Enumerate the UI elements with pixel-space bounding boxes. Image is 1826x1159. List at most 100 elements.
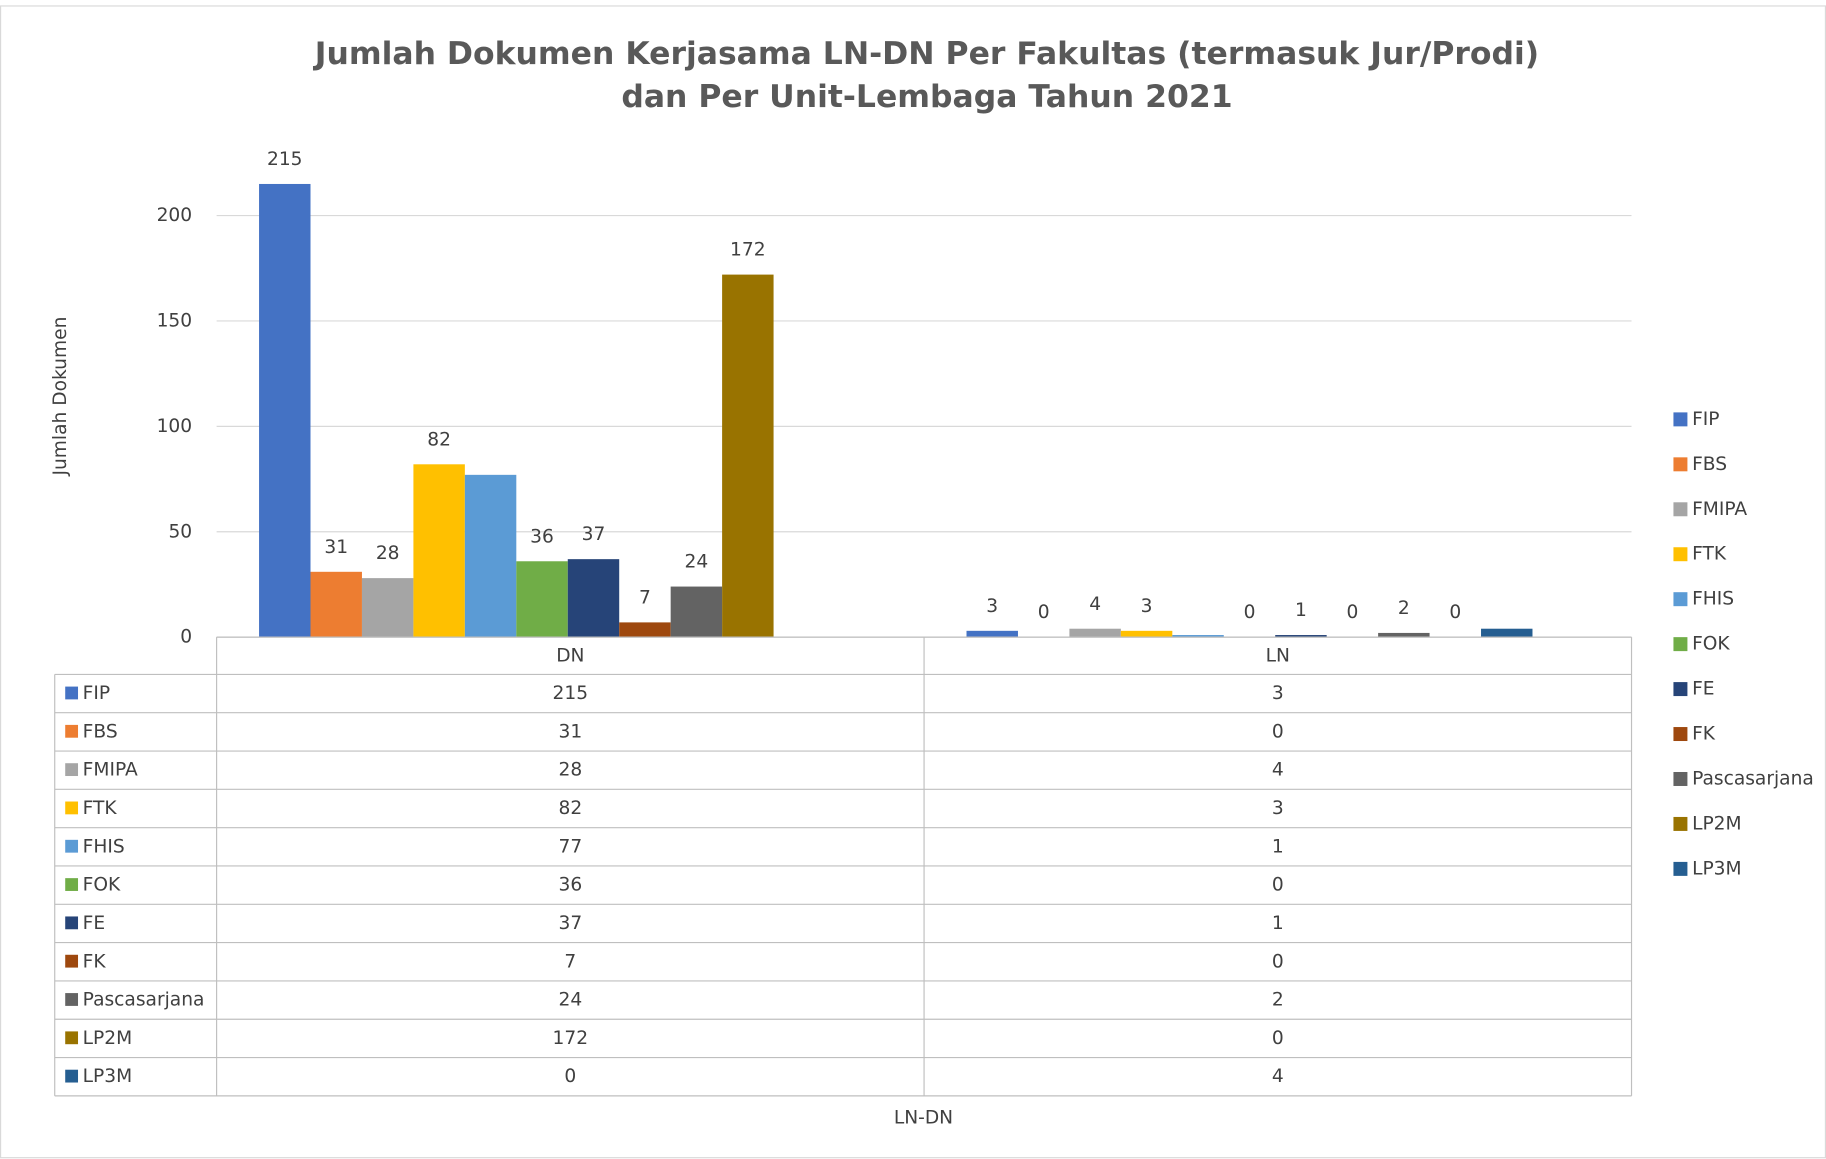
table-row-label: FTK xyxy=(83,798,118,819)
legend-label: FHIS xyxy=(1692,589,1734,610)
table-legend-key xyxy=(65,801,79,815)
table-legend-key xyxy=(65,686,79,700)
y-tick-label: 50 xyxy=(168,521,192,542)
table-legend-key xyxy=(65,763,79,777)
table-legend-key xyxy=(65,839,79,853)
legend-swatch xyxy=(1673,816,1688,831)
table-cell: 1 xyxy=(1272,913,1284,934)
table-cell: 0 xyxy=(1272,721,1284,742)
data-label: 3 xyxy=(986,596,998,617)
bar xyxy=(1481,628,1533,638)
table-legend-key xyxy=(65,878,79,891)
legend-swatch xyxy=(1673,861,1688,876)
legend-label: LP3M xyxy=(1692,858,1742,879)
legend-swatch xyxy=(1673,457,1688,472)
chart-title: Jumlah Dokumen Kerjasama LN-DN Per Fakul… xyxy=(313,36,1539,72)
data-label: 31 xyxy=(324,537,348,558)
bar xyxy=(1069,628,1121,638)
table-cell: 4 xyxy=(1272,1066,1284,1087)
table-cell: 1 xyxy=(1272,836,1284,857)
table-cell: 3 xyxy=(1272,683,1284,704)
table-row-label: FBS xyxy=(83,721,118,742)
table-legend-key xyxy=(65,1031,79,1045)
data-label: 1 xyxy=(1295,600,1307,621)
table-cell: 77 xyxy=(558,836,582,857)
table-legend-key xyxy=(65,954,79,968)
y-tick-label: 0 xyxy=(180,627,192,648)
table-cell: 0 xyxy=(1272,1028,1284,1049)
legend-label: FE xyxy=(1692,679,1714,700)
legend-swatch xyxy=(1673,502,1688,517)
bar xyxy=(464,474,517,638)
table-cell: 82 xyxy=(558,798,582,819)
bar xyxy=(722,274,774,638)
legend-swatch xyxy=(1673,547,1688,562)
chart-title: dan Per Unit-Lembaga Tahun 2021 xyxy=(621,79,1232,115)
data-label: 0 xyxy=(1449,602,1461,623)
x-tick-label: DN xyxy=(556,645,584,666)
data-label: 24 xyxy=(685,552,709,573)
y-tick-label: 150 xyxy=(157,310,193,331)
table-cell: 36 xyxy=(558,875,582,896)
table-cell: 3 xyxy=(1272,798,1284,819)
table-cell: 37 xyxy=(558,913,582,934)
bar xyxy=(1378,632,1430,638)
bar xyxy=(1120,630,1173,638)
table-cell: 7 xyxy=(564,951,576,972)
table-row-label: FIP xyxy=(83,683,110,704)
bar xyxy=(259,183,311,638)
data-label: 4 xyxy=(1089,594,1101,615)
table-legend-key xyxy=(65,993,79,1006)
legend-label: FBS xyxy=(1692,454,1727,475)
bar xyxy=(619,622,671,638)
table-cell: 0 xyxy=(564,1066,576,1087)
data-label: 82 xyxy=(427,429,451,450)
legend-swatch xyxy=(1673,592,1688,607)
table-cell: 215 xyxy=(553,683,589,704)
bar xyxy=(361,578,414,638)
data-label: 3 xyxy=(1141,596,1153,617)
legend-swatch xyxy=(1673,771,1688,786)
table-cell: 31 xyxy=(558,721,582,742)
legend-swatch xyxy=(1673,637,1688,652)
legend-label: FMIPA xyxy=(1692,499,1747,520)
legend-swatch xyxy=(1673,682,1688,697)
table-cell: 4 xyxy=(1272,760,1284,781)
legend-swatch xyxy=(1673,412,1688,427)
table-legend-key xyxy=(65,1069,79,1083)
chart-border xyxy=(0,5,1826,1159)
legend-label: Pascasarjana xyxy=(1692,768,1814,789)
data-label: 28 xyxy=(376,543,400,564)
table-row-label: LP2M xyxy=(83,1028,133,1049)
table-row-label: FHIS xyxy=(83,836,125,857)
table-cell: 28 xyxy=(558,760,582,781)
legend-label: FK xyxy=(1692,724,1716,745)
bar xyxy=(516,561,568,638)
data-label: 0 xyxy=(1346,602,1358,623)
table-row-label: FK xyxy=(83,951,107,972)
bar xyxy=(966,630,1018,638)
bar xyxy=(567,559,620,638)
legend-label: FIP xyxy=(1692,409,1719,430)
table-cell: 24 xyxy=(558,990,582,1011)
legend-label: FOK xyxy=(1692,634,1730,655)
table-row-label: FE xyxy=(83,913,105,934)
data-label: 2 xyxy=(1398,598,1410,619)
table-row-label: FOK xyxy=(83,875,121,896)
data-label: 36 xyxy=(530,526,554,547)
legend-label: LP2M xyxy=(1692,813,1742,834)
bar xyxy=(670,586,723,638)
bar xyxy=(310,571,362,638)
legend-label: FTK xyxy=(1692,544,1727,565)
table-legend-key xyxy=(65,916,79,930)
data-label: 37 xyxy=(582,524,606,545)
table-cell: 0 xyxy=(1272,951,1284,972)
table-row-label: LP3M xyxy=(83,1066,133,1087)
x-axis-title: LN-DN xyxy=(894,1108,953,1129)
table-row-label: FMIPA xyxy=(83,760,138,781)
table-cell: 172 xyxy=(553,1028,589,1049)
legend-swatch xyxy=(1673,727,1688,742)
y-tick-label: 100 xyxy=(157,416,193,437)
data-label: 0 xyxy=(1244,602,1256,623)
